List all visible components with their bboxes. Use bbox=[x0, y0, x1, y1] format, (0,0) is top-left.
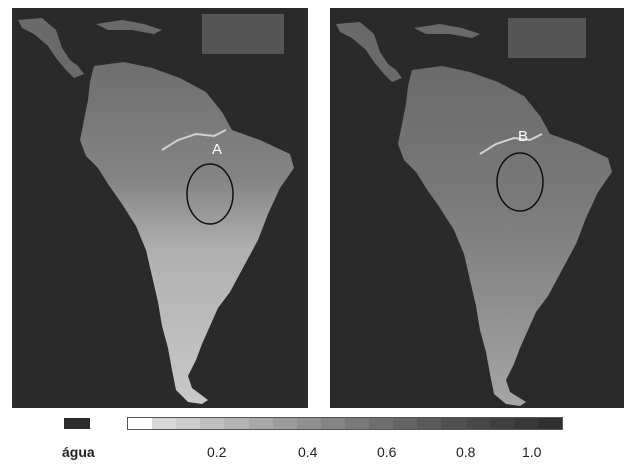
scale-step-13 bbox=[441, 418, 466, 429]
scale-step-5 bbox=[248, 418, 273, 429]
scale-step-9 bbox=[344, 418, 370, 429]
scale-step-16 bbox=[513, 418, 538, 429]
map-panel-left: A bbox=[12, 8, 308, 408]
south-america-map-left: A bbox=[12, 8, 308, 408]
tick-label-0-6: 0.6 bbox=[377, 444, 397, 460]
color-scale-strip bbox=[127, 417, 563, 430]
central-america-landmass bbox=[336, 22, 402, 82]
scale-step-7 bbox=[296, 418, 321, 429]
tick-label-0-4: 0.4 bbox=[298, 444, 318, 460]
legend-labels: água 0.2 0.4 0.6 0.8 1.0 bbox=[0, 440, 624, 462]
south-america-landmass bbox=[398, 66, 612, 406]
tick-label-0-8: 0.8 bbox=[456, 444, 476, 460]
inset-box bbox=[508, 18, 586, 58]
caribbean-islands bbox=[96, 20, 162, 34]
water-label: água bbox=[62, 444, 95, 460]
highlight-ellipse-b bbox=[496, 152, 544, 212]
scale-step-14 bbox=[465, 418, 490, 429]
scale-step-12 bbox=[417, 418, 442, 429]
amazon-river bbox=[479, 133, 543, 155]
scale-step-3 bbox=[200, 418, 225, 429]
scale-step-1 bbox=[152, 418, 177, 429]
marker-label-a: A bbox=[212, 141, 222, 158]
highlight-ellipse-a bbox=[186, 163, 234, 225]
water-swatch bbox=[64, 418, 90, 429]
scale-step-10 bbox=[369, 418, 394, 429]
inset-box bbox=[202, 14, 284, 54]
scale-step-2 bbox=[176, 418, 201, 429]
caribbean-islands bbox=[414, 24, 480, 38]
amazon-river bbox=[161, 129, 227, 151]
scale-step-6 bbox=[272, 418, 297, 429]
scale-step-8 bbox=[320, 418, 345, 429]
scale-step-17 bbox=[537, 418, 562, 429]
scale-step-15 bbox=[489, 418, 514, 429]
central-america-landmass bbox=[18, 18, 84, 78]
south-america-landmass bbox=[80, 62, 294, 404]
scale-step-4 bbox=[224, 418, 249, 429]
tick-label-0-2: 0.2 bbox=[207, 444, 227, 460]
scale-step-0 bbox=[128, 418, 153, 429]
legend-bar bbox=[38, 410, 586, 438]
marker-label-b: B bbox=[518, 128, 528, 145]
map-panel-right: B bbox=[330, 8, 624, 408]
tick-label-1-0: 1.0 bbox=[522, 444, 542, 460]
scale-step-11 bbox=[393, 418, 418, 429]
south-america-map-right: B bbox=[330, 8, 624, 408]
